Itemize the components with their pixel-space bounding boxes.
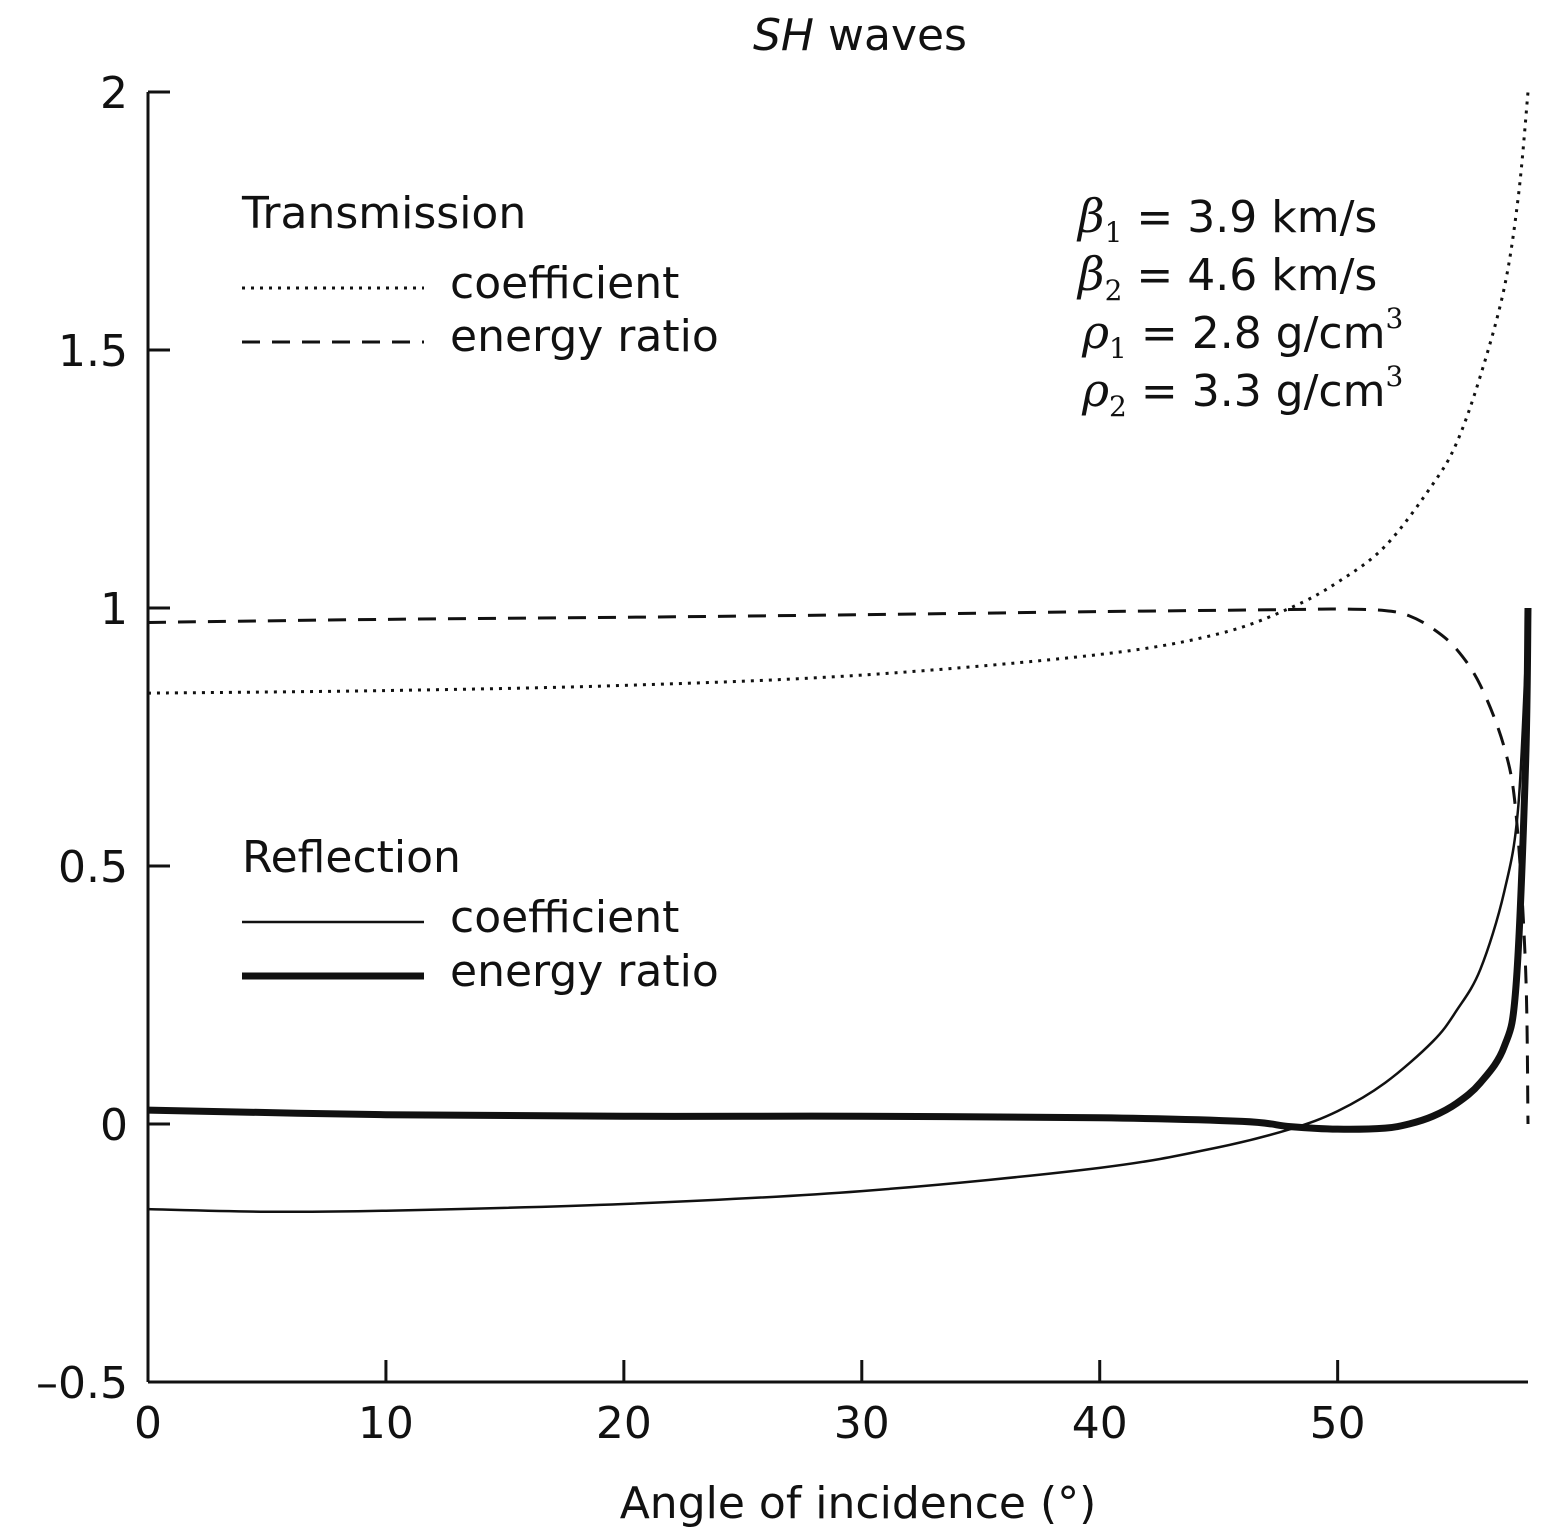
legend-transmission-coefficient-label: coefficient bbox=[450, 258, 679, 309]
param-beta-1: β1 = 3.9 km/s bbox=[1076, 189, 1377, 249]
series-line-reflection-coefficient bbox=[147, 607, 1530, 1214]
y-tick-label: 1 bbox=[100, 584, 128, 635]
series-line-transmission-energy-ratio bbox=[147, 607, 1530, 1125]
chart-title-rest: waves bbox=[814, 10, 967, 61]
x-tick-label: 30 bbox=[834, 1398, 890, 1449]
y-tick-label: 0 bbox=[100, 1100, 128, 1151]
x-tick-label: 10 bbox=[358, 1398, 414, 1449]
legend-reflection-coefficient-label: coefficient bbox=[450, 892, 679, 943]
x-tick-label: 40 bbox=[1072, 1398, 1128, 1449]
x-tick-label: 50 bbox=[1310, 1398, 1366, 1449]
param-rho-1: ρ1 = 2.8 g/cm3 bbox=[1081, 302, 1403, 365]
y-tick-label: 2 bbox=[100, 68, 128, 119]
x-tick-label: 20 bbox=[596, 1398, 652, 1449]
y-tick-label: 1.5 bbox=[58, 326, 128, 377]
legend-transmission-energy-label: energy ratio bbox=[450, 311, 719, 362]
y-tick-label: 0.5 bbox=[58, 842, 128, 893]
legend-transmission: Transmission coefficient energy ratio bbox=[241, 188, 719, 362]
chart-title-italic: SH bbox=[753, 10, 814, 61]
parameters-block: β1 = 3.9 km/s β2 = 4.6 km/s ρ1 = 2.8 g/c… bbox=[1076, 189, 1403, 423]
legend-reflection-energy-label: energy ratio bbox=[450, 946, 719, 997]
legend-reflection: Reflection coefficient energy ratio bbox=[242, 832, 719, 997]
chart-title: SH waves bbox=[753, 10, 967, 61]
x-tick-label: 0 bbox=[134, 1398, 162, 1449]
series-line-reflection-energy-ratio bbox=[147, 607, 1532, 1133]
x-axis-label: Angle of incidence (°) bbox=[620, 1478, 1097, 1529]
axis-ticks: –0.500.511.520 10 20 30 40 50 bbox=[36, 68, 1366, 1449]
legend-reflection-heading: Reflection bbox=[242, 832, 461, 883]
data-series bbox=[147, 91, 1532, 1214]
param-beta-2: β2 = 4.6 km/s bbox=[1076, 247, 1377, 307]
y-tick-label: –0.5 bbox=[36, 1358, 128, 1409]
param-rho-2: ρ2 = 3.3 g/cm3 bbox=[1081, 360, 1403, 423]
legend-transmission-heading: Transmission bbox=[241, 188, 526, 239]
